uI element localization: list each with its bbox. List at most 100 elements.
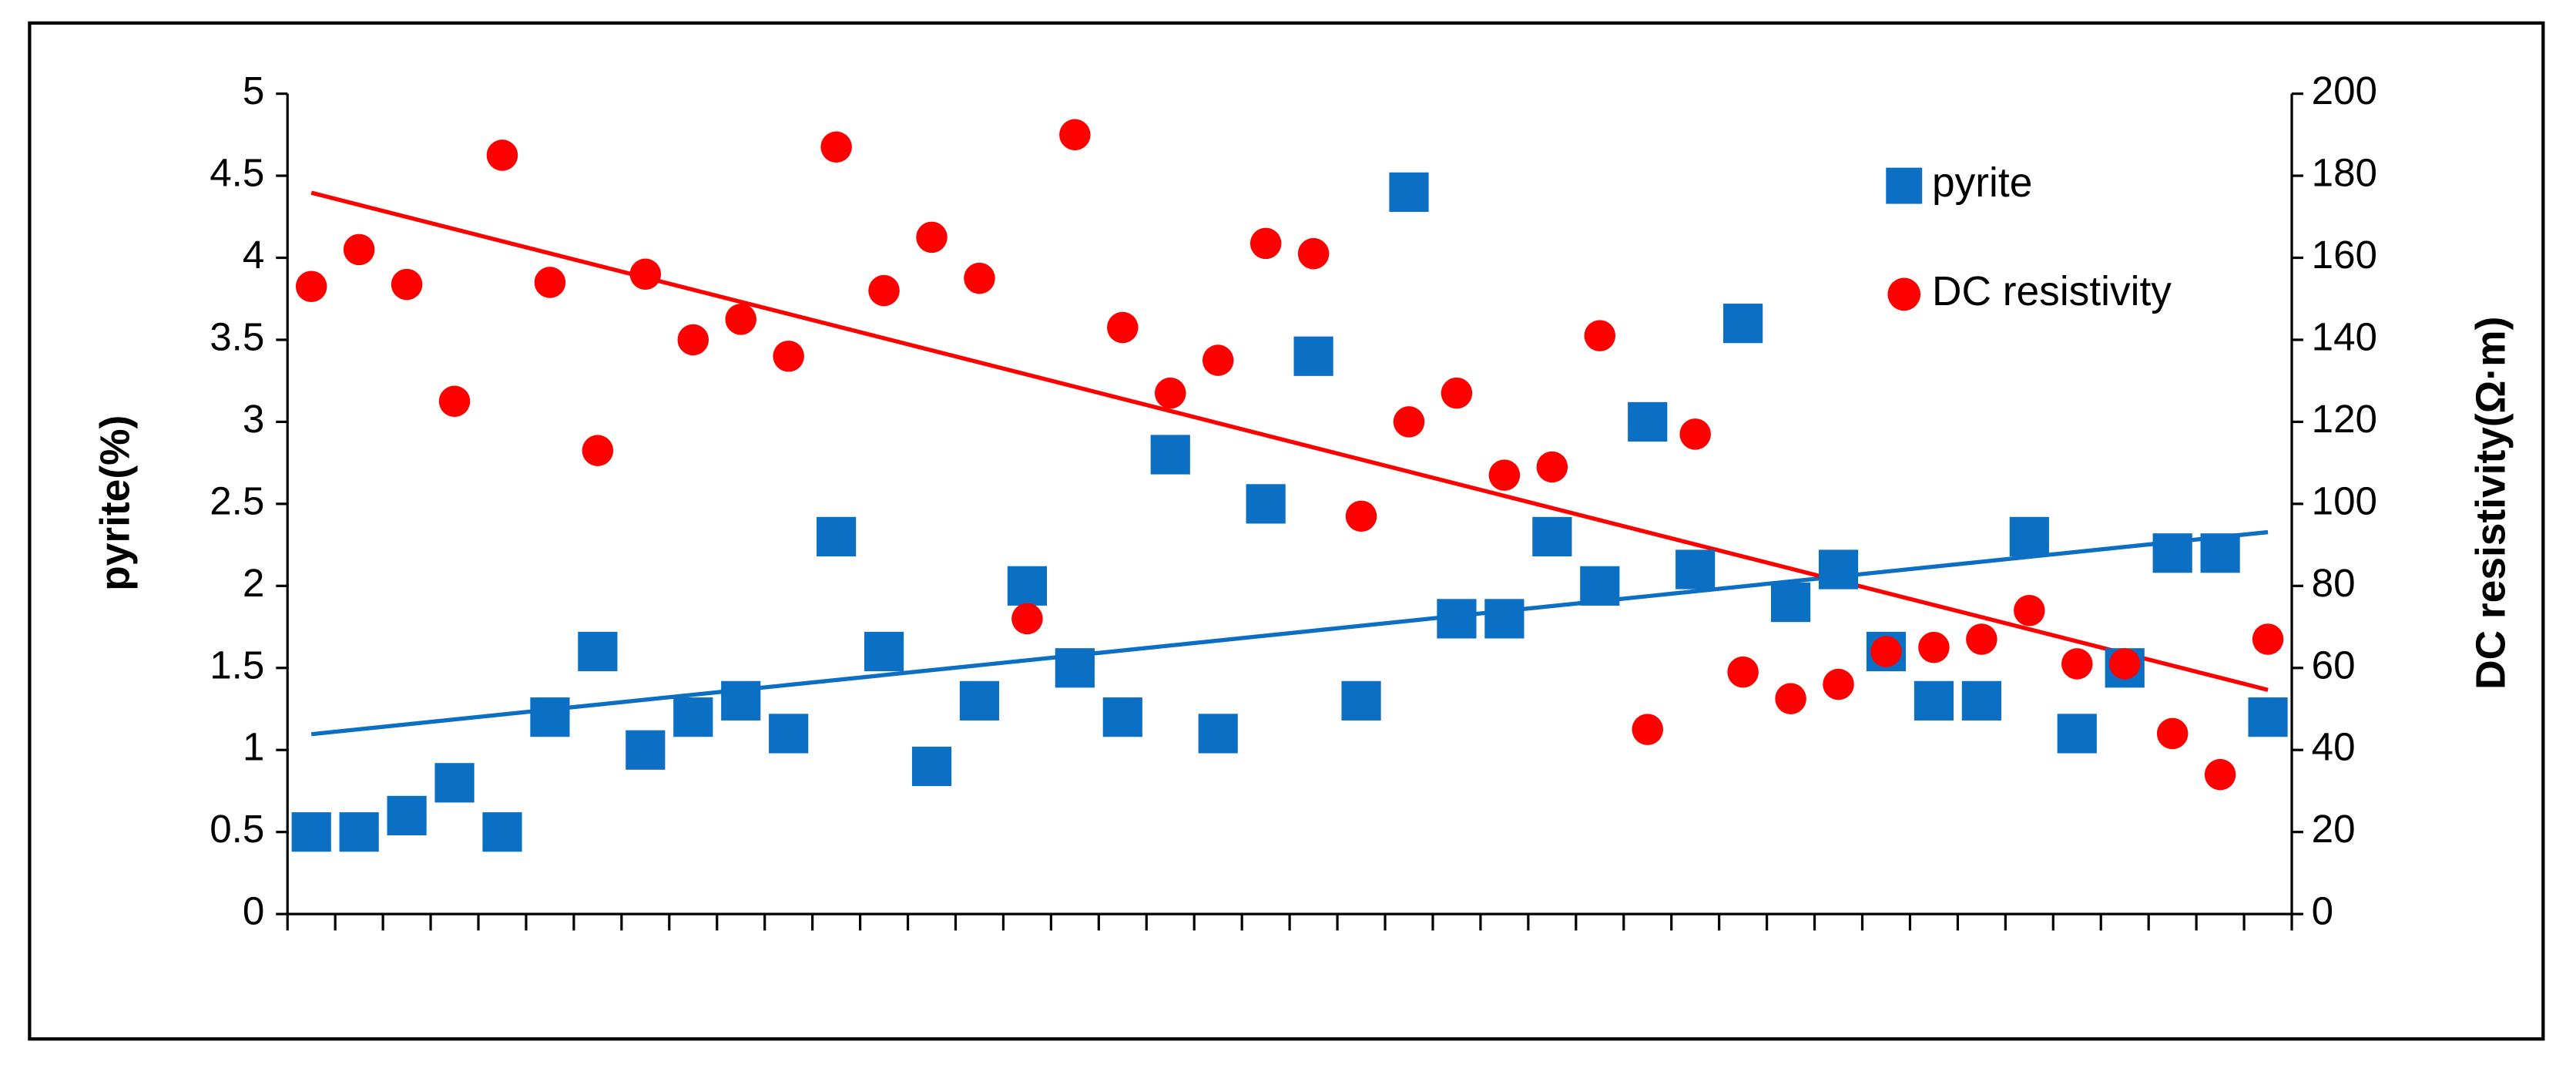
y-tick-label: 2 — [243, 561, 264, 605]
point — [1628, 401, 1668, 442]
point — [1727, 656, 1759, 688]
point — [2061, 648, 2093, 680]
y-tick-label: 4 — [243, 233, 264, 277]
point — [1198, 714, 1238, 754]
point — [626, 730, 666, 770]
point — [391, 268, 423, 301]
point — [1055, 648, 1095, 688]
y2-tick-label: 20 — [2312, 807, 2356, 851]
point — [1345, 500, 1377, 532]
point — [725, 304, 756, 335]
point — [721, 680, 761, 721]
point — [1488, 459, 1521, 491]
y2-tick-label: 120 — [2312, 397, 2377, 441]
point — [1484, 599, 1524, 639]
point — [387, 795, 427, 835]
point — [1823, 668, 1854, 700]
point — [1918, 631, 1950, 663]
point — [864, 631, 904, 672]
point — [1011, 603, 1043, 635]
point — [1536, 451, 1568, 483]
point — [1202, 344, 1234, 376]
point — [2057, 714, 2097, 754]
point — [1870, 636, 1902, 667]
point — [291, 812, 331, 852]
point — [2156, 717, 2189, 750]
point — [438, 385, 471, 418]
point — [673, 697, 713, 737]
point — [1155, 377, 1186, 409]
point — [820, 131, 852, 163]
point — [578, 631, 618, 672]
y2-tick-label: 140 — [2312, 314, 2377, 358]
point — [486, 139, 518, 171]
point — [343, 233, 375, 266]
y-tick-label: 0.5 — [210, 807, 264, 851]
point — [1102, 697, 1142, 737]
point — [1393, 406, 1425, 438]
point — [1150, 435, 1190, 475]
point — [534, 267, 566, 298]
point — [868, 274, 900, 307]
y-tick-label: 1.5 — [210, 643, 264, 687]
trendline — [310, 529, 2269, 737]
point — [1441, 377, 1473, 409]
point — [773, 340, 804, 372]
y2-tick-label: 200 — [2312, 69, 2377, 113]
y2-tick-label: 100 — [2312, 479, 2377, 522]
y2-tick-label: 0 — [2312, 889, 2333, 933]
point — [959, 680, 1000, 721]
y-axis-title: pyrite(%) — [93, 415, 139, 591]
point — [530, 697, 570, 737]
y-tick-label: 5 — [243, 69, 264, 113]
point — [1059, 119, 1091, 151]
legend-marker — [1886, 167, 1923, 204]
point — [1341, 680, 1381, 721]
point — [339, 812, 379, 852]
point — [916, 221, 948, 254]
point — [1961, 680, 2001, 721]
y2-tick-label: 60 — [2312, 643, 2356, 687]
point — [2108, 648, 2141, 680]
y2-tick-label: 80 — [2312, 561, 2356, 605]
point — [2252, 623, 2284, 655]
legend-label: pyrite — [1932, 160, 2032, 206]
y2-tick-label: 40 — [2312, 725, 2356, 769]
y2-tick-label: 180 — [2312, 151, 2377, 195]
point — [1632, 714, 1664, 745]
point — [582, 435, 614, 466]
point — [1775, 683, 1806, 714]
point — [629, 258, 662, 291]
point — [677, 324, 709, 356]
point — [1246, 484, 1286, 524]
point — [1249, 227, 1282, 260]
point — [1723, 304, 1763, 344]
point — [2009, 516, 2049, 557]
point — [964, 262, 995, 294]
legend-marker — [1887, 277, 1921, 311]
y2-tick-label: 160 — [2312, 233, 2377, 277]
point — [2248, 697, 2288, 737]
chart-frame — [28, 21, 2545, 1041]
point — [2152, 533, 2192, 573]
point — [295, 270, 327, 303]
legend-label: DC resistivity — [1932, 269, 2172, 314]
point — [482, 812, 522, 852]
point — [2014, 594, 2045, 626]
point — [1771, 583, 1811, 623]
y-tick-label: 3 — [243, 397, 264, 441]
point — [1532, 516, 1572, 557]
point — [1007, 566, 1048, 606]
point — [1818, 549, 1859, 590]
point — [1580, 566, 1620, 606]
point — [434, 763, 475, 803]
y-tick-label: 3.5 — [210, 314, 264, 358]
point — [1437, 599, 1477, 639]
point — [911, 746, 952, 787]
point — [1679, 418, 1711, 450]
point — [1297, 237, 1330, 270]
y-tick-label: 4.5 — [210, 151, 264, 195]
point — [769, 714, 809, 754]
